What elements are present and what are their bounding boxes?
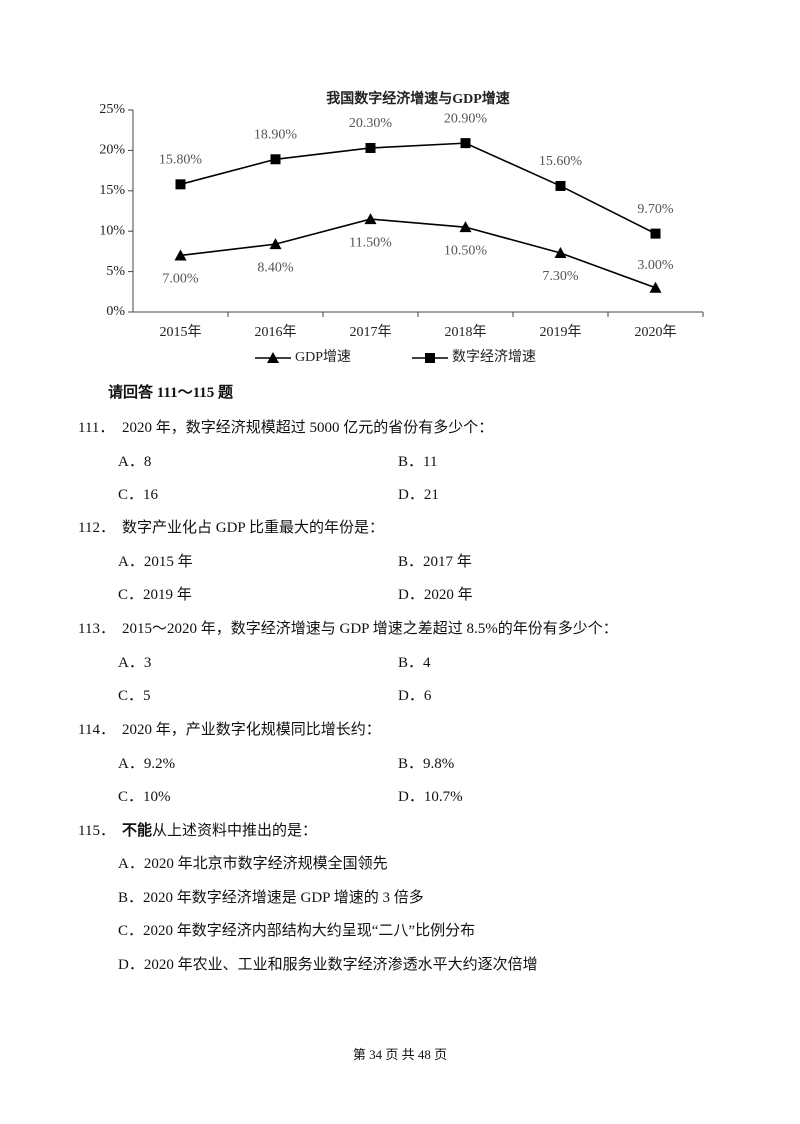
section-header: 请回答 111～115 题 bbox=[108, 385, 234, 401]
stem-emphasis: 不能 bbox=[122, 823, 153, 839]
data-point bbox=[650, 228, 661, 239]
data-point bbox=[175, 179, 186, 190]
option: A．2020 年北京市数字经济规模全国领先 bbox=[118, 856, 388, 872]
x-tick-label: 2017年 bbox=[350, 324, 392, 340]
data-label: 11.50% bbox=[349, 235, 392, 250]
x-tick-label: 2018年 bbox=[445, 324, 487, 340]
stem-text: 数字产业化占 GDP 比重最大的年份是： bbox=[122, 520, 384, 536]
option: A．9.2% bbox=[118, 756, 176, 772]
option: C．10% bbox=[118, 789, 171, 805]
data-point bbox=[554, 247, 567, 259]
option: D．2020 年 bbox=[398, 587, 473, 603]
data-label: 20.30% bbox=[349, 116, 393, 131]
stem-text: 从上述资料中推出的是： bbox=[152, 823, 318, 839]
option: C．2020 年数字经济内部结构大约呈现“二八”比例分布 bbox=[118, 923, 476, 940]
data-point bbox=[555, 180, 566, 191]
option: D．2020 年农业、工业和服务业数字经济渗透水平大约逐次倍增 bbox=[118, 957, 538, 974]
question-stem: 不能从上述资料中推出的是： bbox=[122, 821, 317, 841]
legend-marker bbox=[425, 353, 435, 363]
chart-title: 我国数字经济增速与GDP增速 bbox=[326, 90, 510, 107]
y-tick-label: 10% bbox=[99, 223, 125, 238]
question-number: 113． bbox=[78, 621, 115, 637]
y-tick-label: 25% bbox=[99, 102, 125, 117]
option: D．10.7% bbox=[398, 789, 463, 805]
stem-text: 2020 年，数字经济规模超过 5000 亿元的省份有多少个： bbox=[122, 420, 494, 436]
option: C．2019 年 bbox=[118, 587, 192, 603]
y-tick-label: 15% bbox=[99, 183, 125, 198]
y-tick-label: 0% bbox=[106, 304, 125, 319]
data-label: 20.90% bbox=[444, 111, 488, 126]
data-label: 18.90% bbox=[254, 128, 298, 143]
question-stem: 数字产业化占 GDP 比重最大的年份是： bbox=[122, 518, 384, 538]
data-point bbox=[269, 238, 282, 250]
y-tick-label: 5% bbox=[106, 264, 125, 279]
y-tick-label: 20% bbox=[99, 143, 125, 158]
data-label: 7.30% bbox=[542, 269, 579, 284]
question-stem: 2020 年，产业数字化规模同比增长约： bbox=[122, 720, 381, 740]
option: B．11 bbox=[398, 454, 438, 470]
question-stem: 2015～2020 年，数字经济增速与 GDP 增速之差超过 8.5%的年份有多… bbox=[122, 619, 618, 639]
data-point bbox=[270, 154, 281, 165]
option: A．2015 年 bbox=[118, 554, 193, 570]
option: C．16 bbox=[118, 487, 159, 503]
data-label: 8.40% bbox=[257, 260, 294, 275]
data-point bbox=[365, 142, 376, 153]
series-line bbox=[180, 218, 656, 289]
option: B．4 bbox=[398, 655, 431, 671]
data-label: 3.00% bbox=[637, 258, 674, 273]
x-tick-label: 2020年 bbox=[635, 324, 677, 340]
data-label: 15.80% bbox=[159, 153, 203, 168]
legend-label: 数字经济增速 bbox=[452, 349, 536, 365]
legend-label: GDP增速 bbox=[295, 349, 351, 365]
data-point bbox=[460, 138, 471, 149]
x-tick-label: 2019年 bbox=[540, 324, 582, 340]
question-number: 112． bbox=[78, 520, 115, 536]
option: C．5 bbox=[118, 688, 151, 704]
series-line bbox=[180, 142, 656, 235]
option: B．2017 年 bbox=[398, 554, 472, 570]
option: D．6 bbox=[398, 688, 432, 704]
x-tick-label: 2015年 bbox=[160, 324, 202, 340]
option: A．3 bbox=[118, 655, 152, 671]
page-footer: 第 34 页 共 48 页 bbox=[352, 1047, 448, 1062]
option: B．2020 年数字经济增速是 GDP 增速的 3 倍多 bbox=[118, 889, 424, 906]
question-number: 111． bbox=[78, 420, 115, 436]
data-label: 7.00% bbox=[162, 272, 199, 287]
data-label: 15.60% bbox=[539, 154, 583, 169]
data-point bbox=[649, 281, 662, 293]
option: B．9.8% bbox=[398, 756, 455, 772]
stem-text: 2020 年，产业数字化规模同比增长约： bbox=[122, 722, 381, 738]
chart: 我国数字经济增速与GDP增速 0% 5% 10% 15% 20% 25% 2015年 2016… bbox=[99, 90, 704, 365]
option: D．21 bbox=[398, 487, 439, 503]
question-number: 114． bbox=[78, 722, 115, 738]
data-label: 10.50% bbox=[444, 243, 488, 258]
option: A．8 bbox=[118, 454, 152, 470]
data-point bbox=[364, 213, 377, 225]
stem-text: 2015～2020 年，数字经济增速与 GDP 增速之差超过 8.5%的年份有多… bbox=[122, 621, 618, 637]
data-point bbox=[459, 221, 472, 233]
x-tick-label: 2016年 bbox=[255, 324, 297, 340]
legend-marker bbox=[267, 352, 279, 363]
data-point bbox=[174, 249, 187, 261]
data-label: 9.70% bbox=[637, 202, 674, 217]
question-stem: 2020 年，数字经济规模超过 5000 亿元的省份有多少个： bbox=[122, 418, 493, 438]
question-number: 115． bbox=[78, 823, 115, 839]
